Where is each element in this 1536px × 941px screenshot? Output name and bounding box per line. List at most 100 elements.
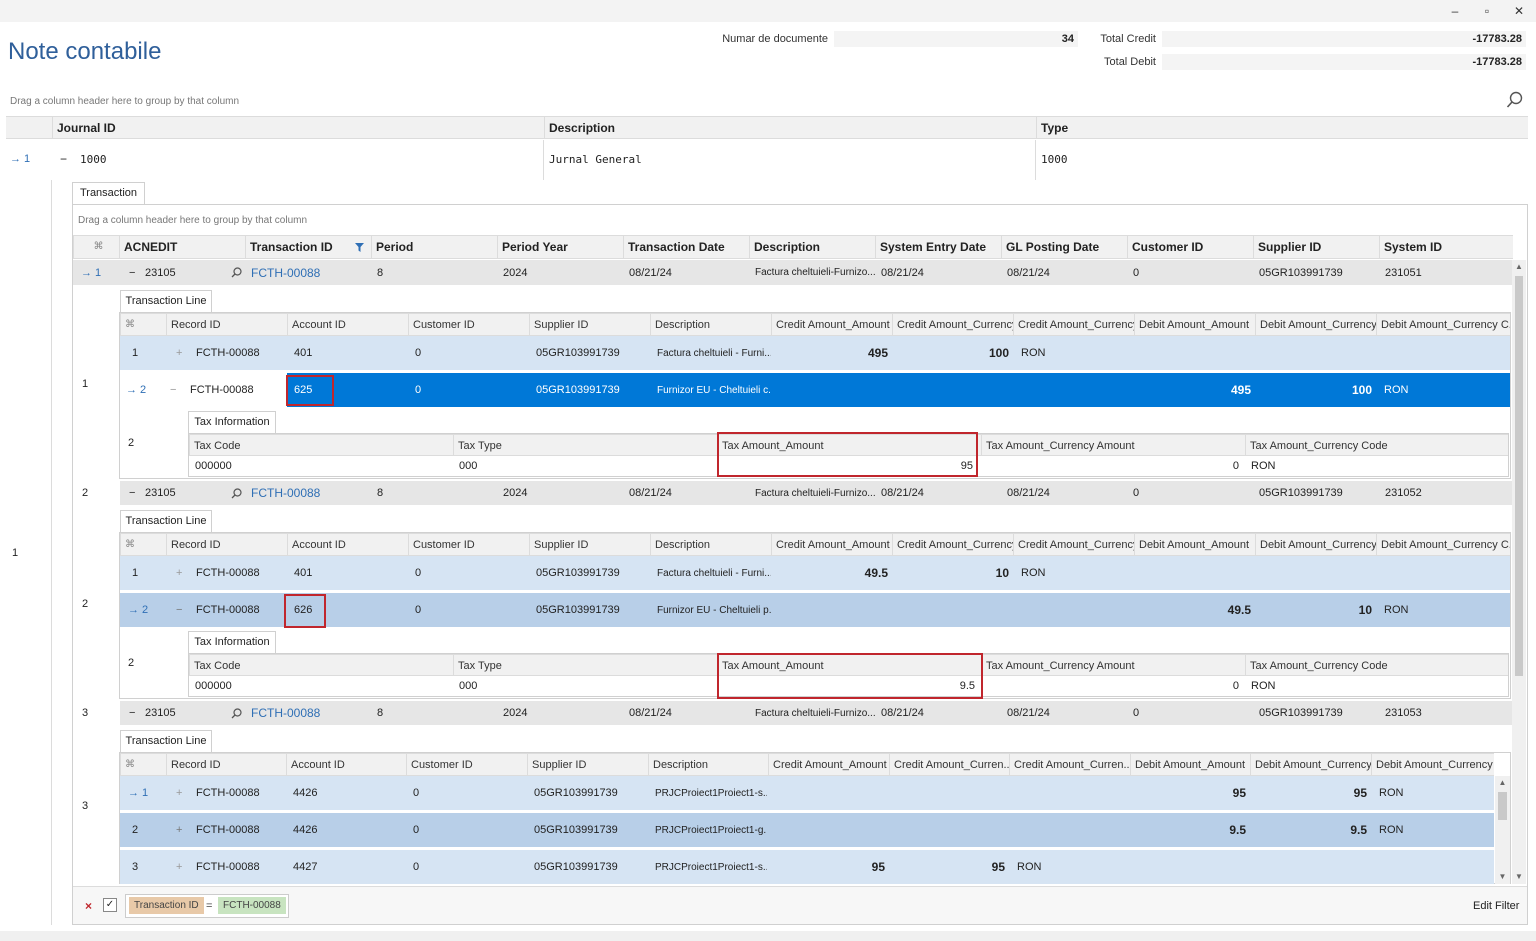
tx-col-period-year[interactable]: Period Year xyxy=(497,236,623,258)
expand-button[interactable]: + xyxy=(176,567,183,579)
expand-button[interactable]: + xyxy=(176,347,183,359)
transaction-id-link[interactable]: FCTH-00088 xyxy=(251,706,321,720)
line-col-credit-amount[interactable]: Credit Amount_Amount xyxy=(768,754,889,775)
line-col-debit-currency-code[interactable]: Debit Amount_Currency ... xyxy=(1371,754,1494,775)
line-col-supplier-id[interactable]: Supplier ID xyxy=(529,534,650,555)
transaction-row[interactable]: → 1 − 23105 FCTH-00088 8 2024 08/21/24 F… xyxy=(73,260,1512,285)
filter-expression[interactable]: Transaction ID = FCTH-00088 xyxy=(125,894,289,918)
collapse-button[interactable]: − xyxy=(129,487,136,499)
line-col-account-id[interactable]: Account ID xyxy=(287,314,408,335)
line-col-debit-amount[interactable]: Debit Amount_Amount xyxy=(1134,314,1255,335)
line-col-supplier-id[interactable]: Supplier ID xyxy=(529,314,650,335)
table-row[interactable]: 000000 000 9.5 0 RON xyxy=(189,676,1508,696)
line-col-account-id[interactable]: Account ID xyxy=(287,534,408,555)
journal-col-description[interactable]: Description xyxy=(544,117,1034,138)
transaction-row[interactable]: − 23105 FCTH-00088 8 2024 08/21/24 Factu… xyxy=(120,701,1512,725)
line-col-credit-currency-amount[interactable]: Credit Amount_Curren... xyxy=(889,754,1009,775)
tx-col-gl-posting-date[interactable]: GL Posting Date xyxy=(1001,236,1127,258)
tax-col-currency-code[interactable]: Tax Amount_Currency Code xyxy=(1245,655,1508,675)
list-item[interactable]: 1 + FCTH-00088 401 0 05GR103991739 Factu… xyxy=(120,336,1510,370)
tax-col-currency-amount[interactable]: Tax Amount_Currency Amount xyxy=(981,435,1245,455)
close-button[interactable]: ✕ xyxy=(1513,4,1525,18)
collapse-button[interactable]: − xyxy=(129,266,136,279)
line-col-debit-currency-amount[interactable]: Debit Amount_Currency... xyxy=(1255,534,1376,555)
restore-button[interactable]: ▫ xyxy=(1484,4,1490,18)
line-col-credit-amount[interactable]: Credit Amount_Amount xyxy=(771,314,892,335)
collapse-button[interactable]: − xyxy=(129,707,136,719)
journal-col-type[interactable]: Type xyxy=(1036,117,1526,138)
line-col-description[interactable]: Description xyxy=(650,534,771,555)
collapse-button[interactable]: − xyxy=(176,604,183,616)
list-item[interactable]: → 1 + FCTH-00088 4426 0 05GR103991739 PR… xyxy=(120,776,1494,810)
line-col-supplier-id[interactable]: Supplier ID xyxy=(527,754,648,775)
list-item-selected[interactable]: → 2 − FCTH-00088 625 0 05GR103991739 Fur… xyxy=(120,373,1510,407)
column-chooser-icon[interactable]: ⌘ xyxy=(120,534,166,555)
lookup-icon[interactable] xyxy=(231,488,242,499)
tax-col-type[interactable]: Tax Type xyxy=(453,655,717,675)
tx-col-period[interactable]: Period xyxy=(371,236,497,258)
line-col-customer-id[interactable]: Customer ID xyxy=(408,314,529,335)
tx-col-transaction-date[interactable]: Transaction Date xyxy=(623,236,749,258)
journal-collapse-button[interactable]: − xyxy=(60,152,68,166)
list-item[interactable]: → 2 − FCTH-00088 626 0 05GR103991739 Fur… xyxy=(120,593,1510,627)
line-col-credit-currency-code[interactable]: Credit Amount_Currency... xyxy=(1013,534,1134,555)
line-col-debit-currency-code[interactable]: Debit Amount_Currency C... xyxy=(1376,534,1510,555)
line-col-record-id[interactable]: Record ID xyxy=(166,314,287,335)
column-chooser-icon[interactable]: ⌘ xyxy=(73,236,119,258)
table-row[interactable]: 000000 000 95 0 RON xyxy=(189,456,1508,476)
collapse-button[interactable]: − xyxy=(170,384,177,396)
tab-transaction-line[interactable]: Transaction Line xyxy=(120,290,212,312)
line-col-account-id[interactable]: Account ID xyxy=(286,754,406,775)
tax-col-currency-code[interactable]: Tax Amount_Currency Code xyxy=(1245,435,1508,455)
tx-col-supplier-id[interactable]: Supplier ID xyxy=(1253,236,1379,258)
list-item[interactable]: 1 + FCTH-00088 401 0 05GR103991739 Factu… xyxy=(120,556,1510,590)
list-item[interactable]: 2 + FCTH-00088 4426 0 05GR103991739 PRJC… xyxy=(120,813,1494,847)
line-col-description[interactable]: Description xyxy=(648,754,768,775)
expand-button[interactable]: + xyxy=(176,824,183,836)
list-item[interactable]: 3 + FCTH-00088 4427 0 05GR103991739 PRJC… xyxy=(120,850,1494,884)
line-col-credit-currency-code[interactable]: Credit Amount_Currency... xyxy=(1013,314,1134,335)
line-col-description[interactable]: Description xyxy=(650,314,771,335)
transaction-id-link[interactable]: FCTH-00088 xyxy=(251,265,321,280)
tab-transaction[interactable]: Transaction xyxy=(72,182,145,204)
line-col-debit-amount[interactable]: Debit Amount_Amount xyxy=(1134,534,1255,555)
tx-col-description[interactable]: Description xyxy=(749,236,875,258)
tab-tax-information[interactable]: Tax Information xyxy=(188,411,276,433)
line-col-customer-id[interactable]: Customer ID xyxy=(406,754,527,775)
clear-filter-button[interactable]: × xyxy=(85,899,93,913)
column-chooser-icon[interactable]: ⌘ xyxy=(120,314,166,335)
group-panel-hint[interactable]: Drag a column header here to group by th… xyxy=(10,96,240,107)
tx-col-transaction-id[interactable]: Transaction ID xyxy=(245,236,371,258)
lines-scrollbar[interactable]: ▲ ▼ xyxy=(1495,776,1510,884)
tx-col-acnedit[interactable]: ACNEDIT xyxy=(119,236,245,258)
line-col-customer-id[interactable]: Customer ID xyxy=(408,534,529,555)
scrollbar-thumb[interactable] xyxy=(1515,276,1523,676)
tax-col-code[interactable]: Tax Code xyxy=(189,655,453,675)
search-icon[interactable] xyxy=(1506,91,1524,109)
line-col-debit-currency-code[interactable]: Debit Amount_Currency C... xyxy=(1376,314,1510,335)
tx-col-customer-id[interactable]: Customer ID xyxy=(1127,236,1253,258)
tab-transaction-line[interactable]: Transaction Line xyxy=(120,510,212,532)
line-col-credit-amount[interactable]: Credit Amount_Amount xyxy=(771,534,892,555)
journal-col-id[interactable]: Journal ID xyxy=(52,117,542,138)
minimize-button[interactable]: – xyxy=(1451,4,1459,18)
line-col-record-id[interactable]: Record ID xyxy=(166,754,286,775)
filter-enable-checkbox[interactable]: ✓ xyxy=(103,898,117,912)
line-col-credit-currency-amount[interactable]: Credit Amount_Currency... xyxy=(892,534,1013,555)
tab-transaction-line[interactable]: Transaction Line xyxy=(120,730,212,752)
scroll-down-arrow[interactable]: ▼ xyxy=(1512,870,1526,884)
edit-filter-button[interactable]: Edit Filter xyxy=(1473,900,1520,912)
expand-button[interactable]: + xyxy=(176,787,183,799)
record-id-focused-cell[interactable]: − FCTH-00088 xyxy=(166,373,287,407)
line-col-credit-currency-amount[interactable]: Credit Amount_Currency... xyxy=(892,314,1013,335)
transaction-id-link[interactable]: FCTH-00088 xyxy=(251,486,321,500)
tax-col-currency-amount[interactable]: Tax Amount_Currency Amount xyxy=(981,655,1245,675)
line-col-record-id[interactable]: Record ID xyxy=(166,534,287,555)
tax-col-type[interactable]: Tax Type xyxy=(453,435,717,455)
transaction-group-hint[interactable]: Drag a column header here to group by th… xyxy=(78,215,308,226)
line-col-debit-amount[interactable]: Debit Amount_Amount xyxy=(1130,754,1250,775)
line-col-debit-currency-amount[interactable]: Debit Amount_Currency... xyxy=(1255,314,1376,335)
lookup-icon[interactable] xyxy=(231,708,242,719)
line-col-credit-currency-code[interactable]: Credit Amount_Curren... xyxy=(1009,754,1130,775)
lookup-icon[interactable] xyxy=(231,267,242,278)
